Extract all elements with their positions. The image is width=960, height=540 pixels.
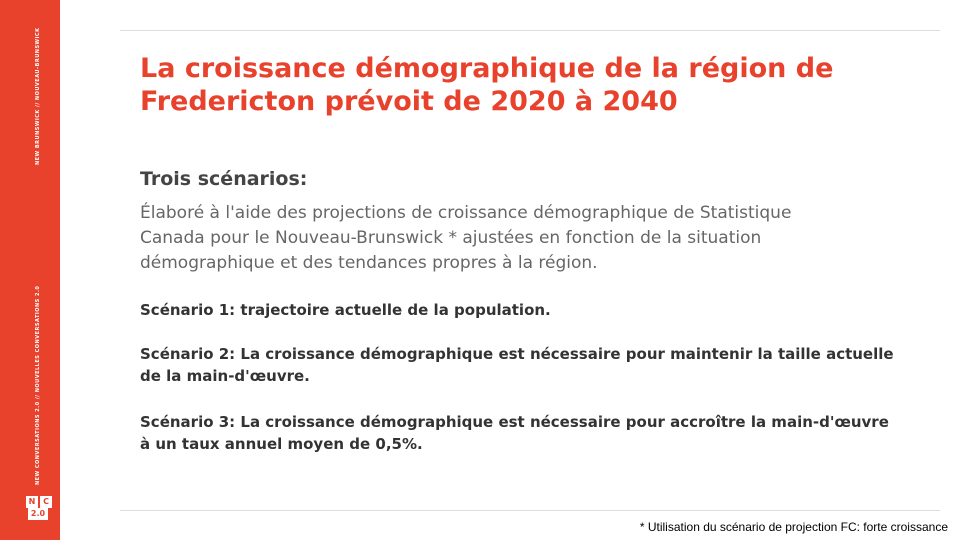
scenario-line: Scénario 3: La croissance démographique … (140, 413, 889, 431)
subtitle: Trois scénarios: (140, 168, 308, 190)
intro-line: Canada pour le Nouveau-Brunswick * ajust… (140, 228, 762, 248)
footnote: * Utilisation du scénario de projection … (639, 520, 948, 534)
title-line: Fredericton prévoit de 2020 à 2040 (140, 86, 678, 117)
sidebar: NEW BRUNSWICK // NOUVEAU-BRUNSWICK NEW C… (0, 0, 60, 540)
sidebar-text: NEW CONVERSATIONS 2.0 // NOUVELLES CONVE… (35, 285, 41, 485)
scenario-line: à un taux annuel moyen de 0,5%. (140, 435, 423, 453)
logo-letter: C (40, 496, 52, 508)
logo-letter: 2.0 (28, 508, 48, 520)
rule (120, 510, 940, 511)
logo-letter: N (26, 496, 38, 508)
title-line: La croissance démographique de la région… (140, 53, 834, 84)
scenario-line: Scénario 2: La croissance démographique … (140, 345, 894, 363)
intro-line: Élaboré à l'aide des projections de croi… (140, 203, 792, 223)
sidebar-text: NEW BRUNSWICK // NOUVEAU-BRUNSWICK (35, 27, 41, 165)
scenario-line: Scénario 1: trajectoire actuelle de la p… (140, 301, 551, 319)
scenario-line: de la main-d'œuvre. (140, 367, 310, 385)
intro-line: démographique et des tendances propres à… (140, 253, 598, 273)
rule (120, 30, 940, 31)
